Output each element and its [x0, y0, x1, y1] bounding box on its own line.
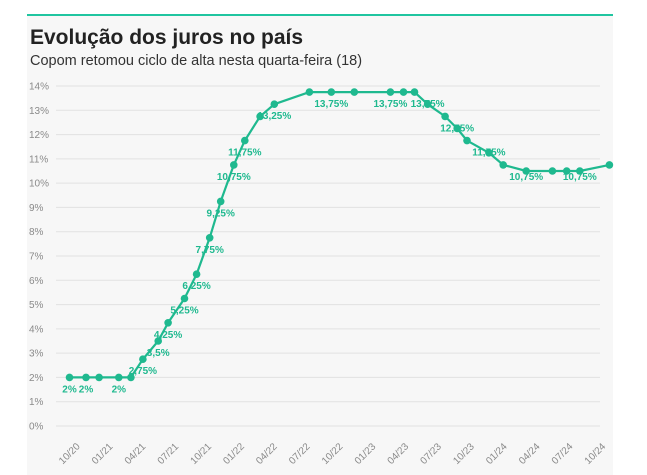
y-tick-label: 8%: [29, 227, 44, 238]
x-tick-label: 10/20: [57, 441, 83, 467]
data-point: [399, 88, 408, 96]
data-label: 13,75%: [373, 99, 407, 110]
data-point: [327, 88, 336, 96]
x-tick-label: 07/24: [550, 441, 576, 467]
data-point: [164, 319, 172, 327]
x-tick-label: 07/22: [287, 441, 313, 467]
x-tick-label: 10/22: [320, 441, 346, 467]
data-label: 13,25%: [257, 111, 291, 122]
y-tick-label: 10%: [29, 179, 49, 190]
data-label: 4,25%: [154, 330, 182, 341]
chart-panel: [27, 14, 613, 475]
data-label: 2,75%: [129, 366, 157, 377]
y-tick-label: 1%: [29, 397, 44, 408]
data-label: 6,25%: [182, 281, 210, 292]
data-point: [270, 100, 279, 108]
data-point: [386, 88, 395, 96]
x-tick-label: 01/22: [221, 441, 247, 467]
data-point: [205, 234, 214, 242]
data-label: 13,75%: [314, 99, 348, 110]
data-label: 13,75%: [411, 99, 445, 110]
data-point: [230, 161, 238, 169]
x-tick-label: 10/24: [583, 441, 609, 467]
data-point: [216, 197, 225, 206]
data-point: [115, 373, 123, 382]
y-tick-label: 9%: [29, 203, 44, 214]
data-label: 10,75%: [563, 172, 597, 183]
x-tick-label: 07/21: [156, 441, 182, 467]
x-tick-label: 04/21: [123, 441, 149, 467]
data-label: 10,75%: [217, 172, 251, 183]
data-label: 3,5%: [147, 348, 170, 359]
x-tick-label: 04/22: [254, 441, 280, 467]
data-label: 2%: [112, 384, 127, 395]
y-tick-label: 14%: [29, 82, 49, 93]
y-tick-label: 7%: [29, 252, 44, 263]
data-label: 2%: [62, 384, 77, 395]
data-point: [463, 136, 471, 145]
data-point: [485, 149, 493, 157]
data-point: [410, 88, 419, 96]
data-point: [522, 167, 530, 175]
data-label: 12,75%: [440, 123, 474, 134]
data-label: 11,75%: [472, 148, 505, 159]
data-point: [192, 270, 201, 279]
chart-subtitle: Copom retomou ciclo de alta nesta quarta…: [30, 53, 363, 69]
data-point: [548, 167, 557, 175]
data-point: [423, 100, 432, 108]
x-tick-label: 07/23: [418, 441, 444, 467]
y-tick-label: 11%: [29, 154, 48, 165]
data-label: 11,75%: [228, 148, 261, 159]
data-point: [95, 373, 103, 382]
data-label: 5,25%: [170, 306, 198, 317]
data-point: [127, 373, 135, 382]
y-tick-label: 3%: [29, 349, 44, 360]
data-point: [350, 88, 359, 96]
x-tick-label: 10/23: [451, 441, 477, 467]
x-tick-label: 01/23: [353, 441, 379, 467]
data-point: [241, 136, 249, 145]
data-point: [256, 112, 264, 121]
data-point: [139, 355, 147, 364]
y-tick-label: 6%: [29, 276, 44, 287]
data-point: [305, 88, 314, 96]
chart-title: Evolução dos juros no país: [30, 26, 304, 49]
data-point: [562, 167, 571, 175]
data-point: [453, 124, 462, 133]
data-point: [441, 112, 449, 121]
data-point: [576, 167, 584, 175]
data-label: 2%: [79, 384, 94, 395]
data-point: [180, 294, 189, 303]
data-point: [65, 373, 74, 382]
y-tick-label: 0%: [29, 422, 44, 433]
data-point: [499, 161, 508, 169]
x-tick-label: 10/21: [189, 441, 215, 467]
data-point: [154, 337, 162, 345]
y-tick-label: 5%: [29, 300, 44, 311]
x-tick-label: 04/23: [386, 441, 412, 467]
data-point: [605, 161, 614, 169]
y-tick-label: 12%: [29, 130, 49, 141]
y-tick-label: 4%: [29, 324, 44, 335]
data-point: [82, 373, 90, 382]
x-tick-label: 04/24: [517, 441, 543, 467]
data-label: 10,75%: [509, 172, 543, 183]
x-tick-label: 01/24: [484, 441, 510, 467]
y-tick-label: 13%: [29, 106, 49, 117]
data-label: 7,75%: [196, 245, 224, 256]
y-tick-label: 2%: [29, 373, 44, 384]
x-tick-label: 01/21: [90, 441, 116, 467]
data-label: 9,25%: [207, 208, 235, 219]
